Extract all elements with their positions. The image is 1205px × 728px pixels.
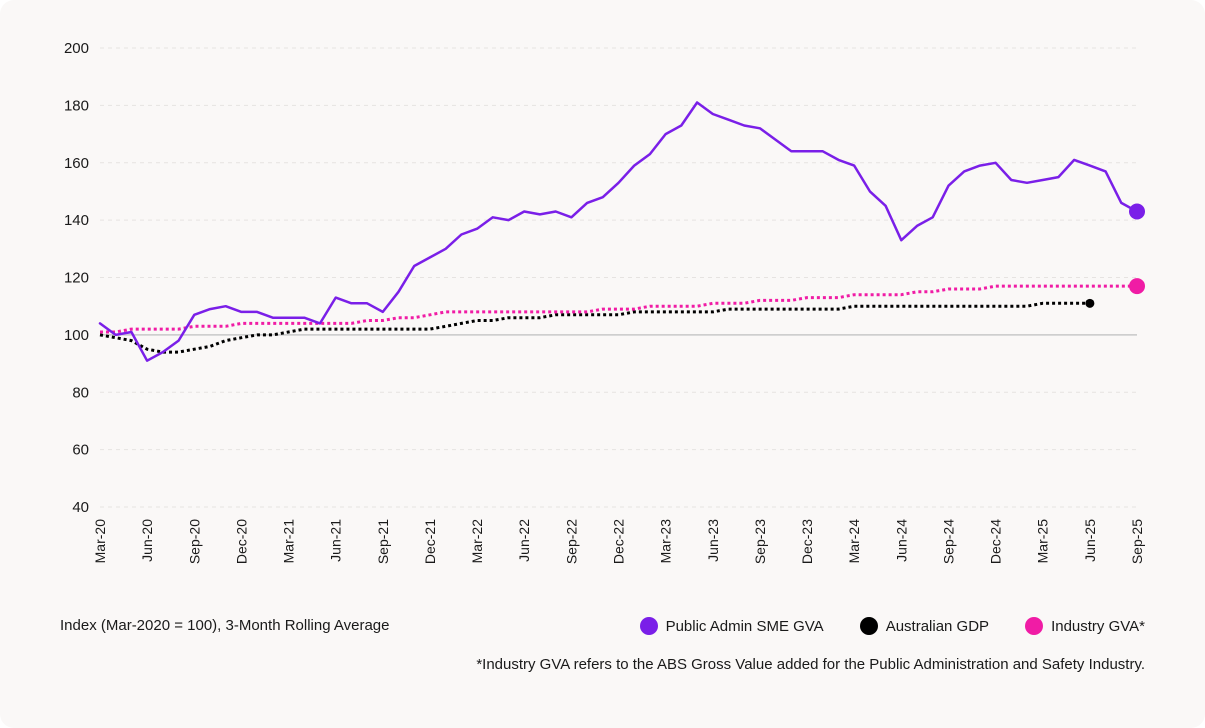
x-tick-label: Dec-21 [422,519,438,564]
x-tick-label: Jun-23 [705,519,721,562]
legend-label: Industry GVA* [1051,617,1145,635]
x-tick-label: Dec-22 [611,519,627,564]
x-tick-label: Sep-24 [940,519,956,564]
y-tick-label: 40 [72,499,89,516]
series-lines [98,101,1145,362]
x-tick-label: Sep-21 [375,519,391,564]
legend-dot-icon [859,617,878,635]
x-tick-label: Dec-20 [233,519,249,564]
x-tick-label: Dec-23 [799,519,815,564]
x-axis: Mar-20 Jun-20 Sep-20 Dec-20 Mar-21 Jun-21 Sep-… [92,519,1145,564]
y-tick-label: 60 [72,442,89,459]
series-end-marker [1129,203,1145,220]
x-tick-label: Sep-22 [563,519,579,564]
legend-item-public-admin: Public Admin SME GVA [639,617,824,635]
x-tick-label: Mar-23 [658,519,674,564]
legend-dot-icon [1025,617,1044,635]
x-tick-label: Mar-25 [1035,519,1051,564]
footnote: *Industry GVA refers to the ABS Gross Va… [476,656,1145,673]
y-tick-label: 160 [64,155,89,172]
x-tick-label: Mar-21 [281,519,297,564]
line-chart: 40 60 80 100 120 140 160 180 200 Mar-20 Jun-20 Sep… [64,40,1145,564]
y-tick-label: 120 [64,270,89,287]
y-tick-label: 180 [64,97,89,114]
gridlines [100,47,1137,508]
x-tick-label: Mar-24 [846,519,862,564]
x-tick-label: Sep-25 [1129,519,1145,564]
x-tick-label: Jun-25 [1082,519,1098,562]
series-line-0 [98,101,1139,362]
x-tick-label: Sep-23 [752,519,768,564]
y-tick-label: 80 [72,384,89,401]
x-tick-label: Mar-22 [469,519,485,564]
x-tick-label: Sep-20 [186,519,202,564]
legend-item-gdp: Australian GDP [859,617,990,635]
y-tick-label: 100 [64,327,89,344]
x-tick-label: Jun-21 [328,519,344,562]
series-end-marker [1085,298,1095,308]
y-axis: 40 60 80 100 120 140 160 180 200 [64,40,89,516]
x-tick-label: Dec-24 [988,519,1004,564]
legend: Public Admin SME GVA Australian GDP Indu… [639,617,1145,635]
y-tick-label: 200 [64,40,89,57]
y-tick-label: 140 [64,212,89,229]
index-note: Index (Mar-2020 = 100), 3-Month Rolling … [60,617,390,634]
x-tick-label: Jun-20 [139,519,155,562]
series-line-2 [100,284,1137,334]
x-tick-label: Mar-20 [92,519,108,564]
x-tick-label: Jun-22 [516,519,532,562]
legend-item-industry: Industry GVA* [1025,617,1145,635]
legend-label: Australian GDP [885,617,990,635]
legend-dot-icon [639,617,658,635]
legend-label: Public Admin SME GVA [665,617,824,635]
series-line-1 [99,301,1090,354]
x-tick-label: Jun-24 [893,519,909,562]
series-end-marker [1129,278,1145,295]
